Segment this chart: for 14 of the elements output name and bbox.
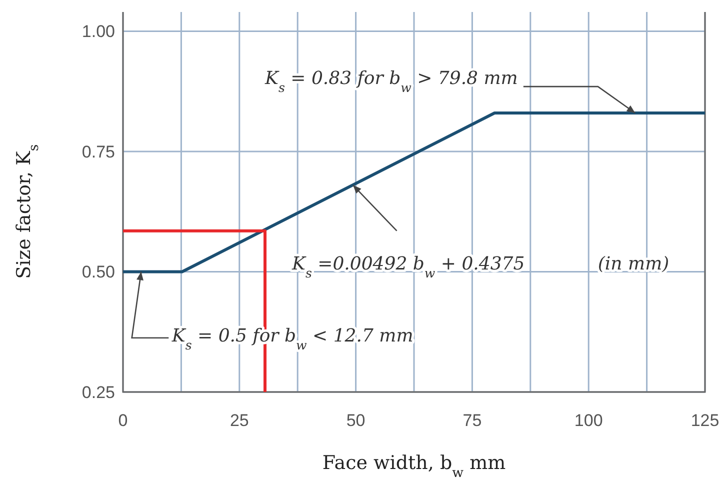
- annotation: (in mm): [598, 253, 670, 274]
- annotation: K$_{s}$ = 0.83 for b$_{w}$ > 79.8 mm: [264, 68, 518, 95]
- y-tick-label: 0.75: [82, 142, 115, 162]
- y-tick-label: 1.00: [82, 22, 115, 42]
- x-tick-label: 100: [574, 411, 603, 430]
- annotation: K$_{s}$ =0.00492 b$_{w}$ + 0.4375: [291, 253, 525, 280]
- x-tick-label: 25: [230, 411, 249, 430]
- x-tick-label: 50: [346, 411, 366, 430]
- x-axis-title: Face width, b$_{w}$ mm: [322, 452, 506, 480]
- x-tick-label: 0: [118, 411, 128, 430]
- y-tick-label: 0.25: [82, 383, 115, 402]
- y-tick-label: 0.50: [82, 262, 115, 282]
- x-tick-label: 75: [462, 411, 482, 430]
- x-tick-label: 125: [690, 411, 720, 430]
